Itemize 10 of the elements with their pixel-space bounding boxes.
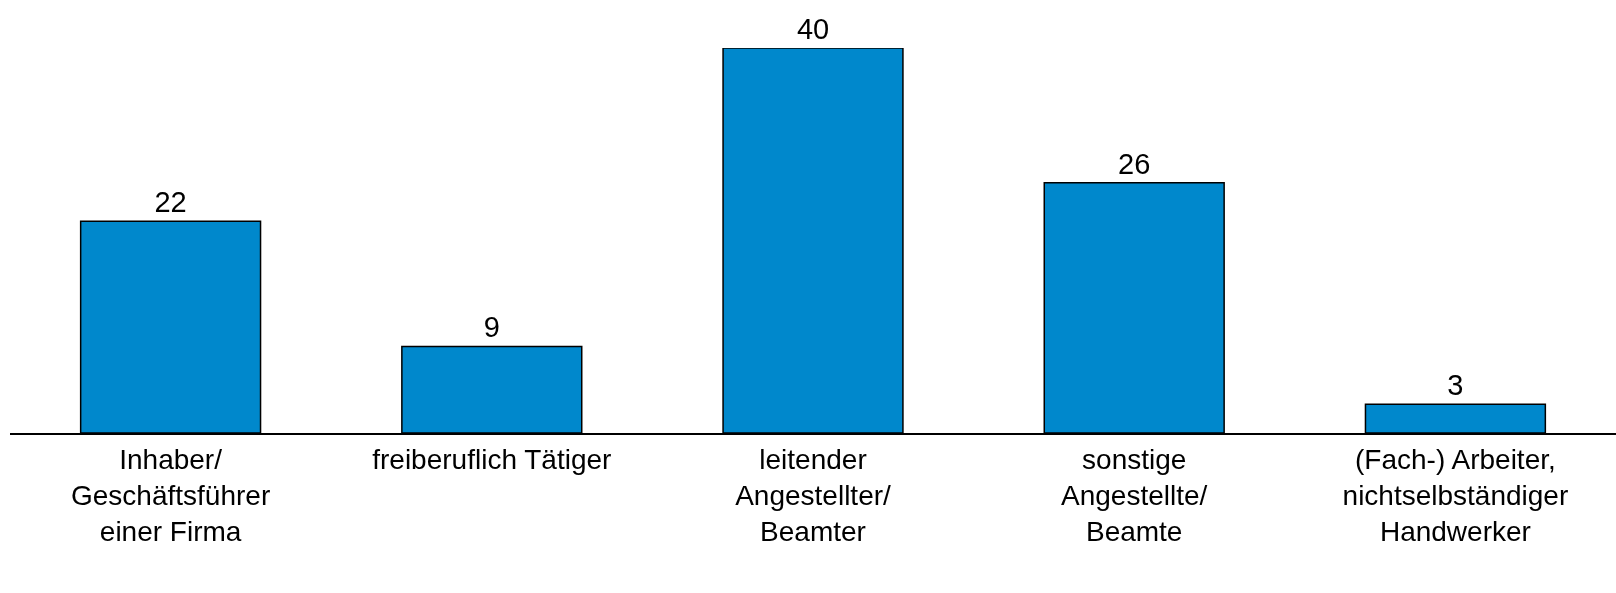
data-label: 22 [154, 186, 187, 219]
x-tick-label: (Fach-) Arbeiter, nichtselbständiger Handwerker [1342, 443, 1569, 548]
data-label: 40 [796, 13, 830, 45]
x-tick-label: sonstige Angestellte/ Beamte [1061, 443, 1208, 548]
data-label: 3 [1447, 369, 1464, 402]
x-tick-label: Inhaber/ Geschäftsführer einer Firma [71, 443, 271, 548]
x-tick-label: leitender Angestellter/ Beamter [735, 443, 892, 548]
data-label: 26 [1118, 147, 1151, 180]
data-label: 9 [483, 311, 500, 344]
x-tick-label: freiberuflich Tätiger [372, 443, 612, 475]
